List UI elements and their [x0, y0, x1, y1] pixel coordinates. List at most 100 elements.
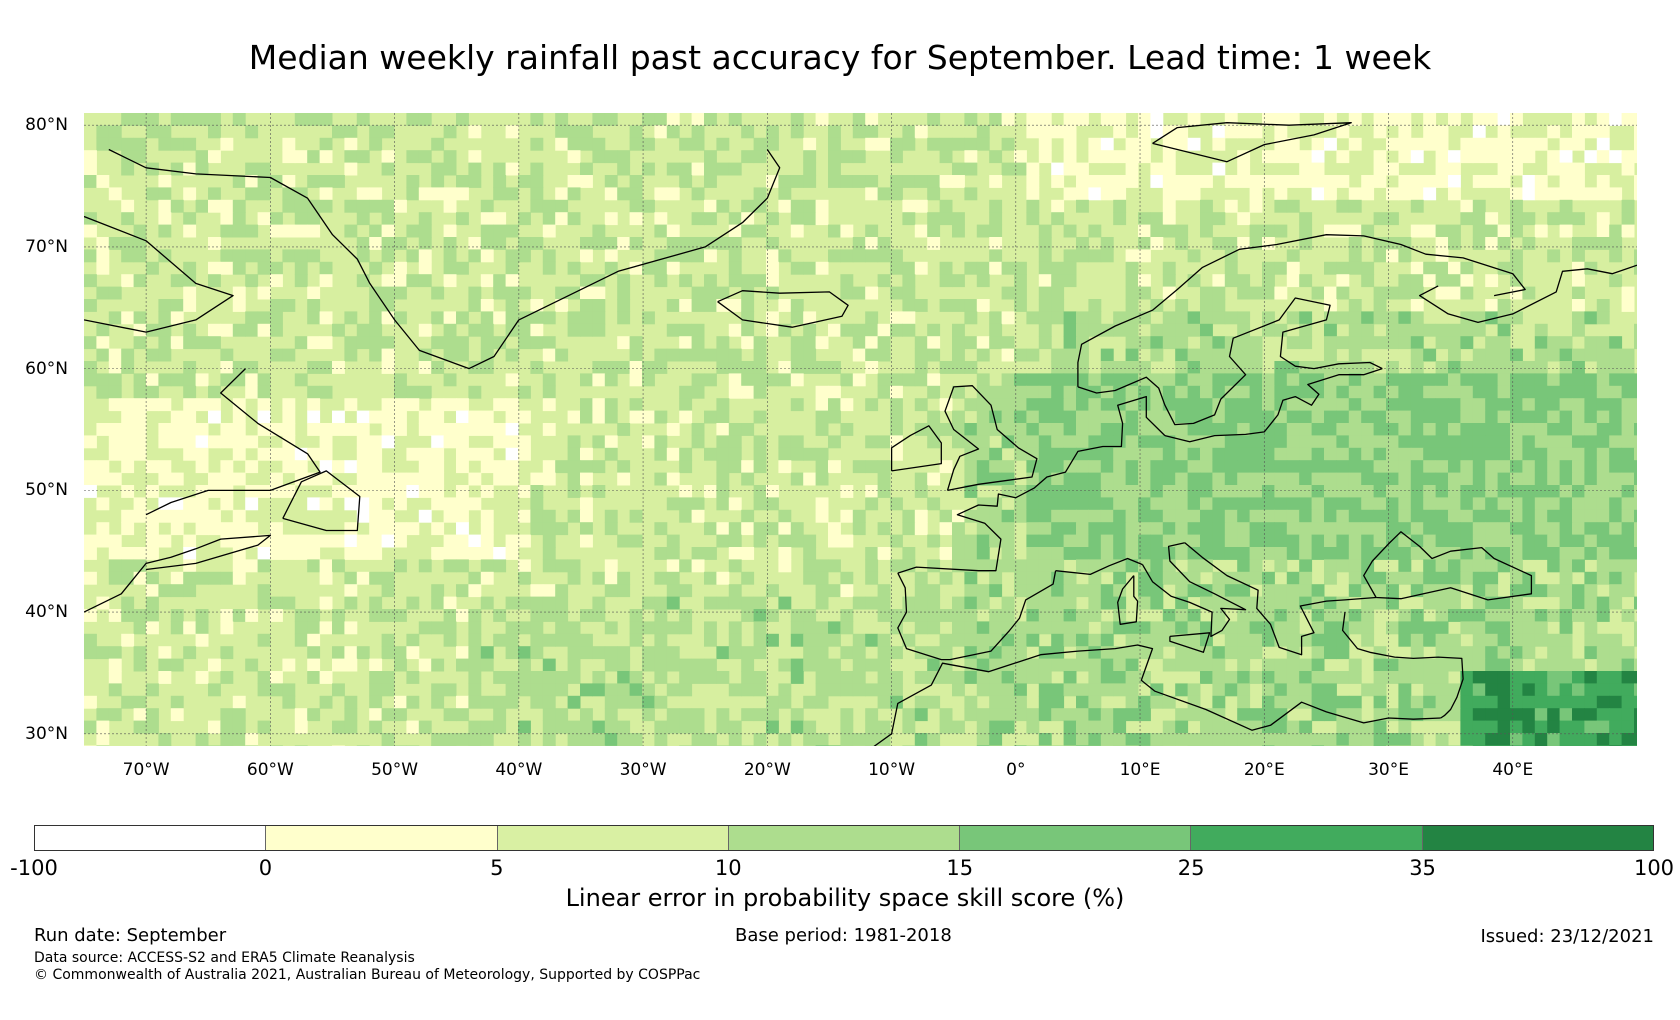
skill-cell — [344, 311, 358, 325]
skill-cell — [456, 708, 469, 722]
skill-cell — [208, 435, 221, 449]
skill-cell — [1150, 695, 1164, 709]
skill-cell — [1299, 385, 1313, 399]
skill-cell — [1460, 472, 1474, 486]
skill-cell — [753, 385, 767, 399]
skill-cell — [208, 323, 221, 337]
skill-cell — [1100, 584, 1114, 598]
skill-cell — [1125, 385, 1139, 399]
iberia-coast — [897, 570, 1057, 661]
skill-cell — [1336, 596, 1350, 610]
skill-cell — [394, 534, 407, 548]
skill-cell — [1572, 435, 1585, 449]
skill-cell — [1138, 398, 1151, 412]
skill-cell — [431, 410, 445, 424]
skill-cell — [1361, 609, 1375, 622]
skill-cell — [1373, 497, 1387, 511]
skill-cell — [1051, 348, 1065, 362]
skill-cell — [728, 435, 742, 449]
skill-cell — [1336, 175, 1350, 188]
skill-cell — [691, 547, 705, 560]
skill-cell — [815, 199, 829, 213]
skill-cell — [456, 547, 469, 560]
skill-cell — [1534, 447, 1548, 461]
skill-cell — [1448, 571, 1461, 585]
skill-cell — [1410, 137, 1424, 151]
skill-cell — [1510, 423, 1523, 436]
skill-cell — [1200, 410, 1213, 424]
skill-cell — [158, 584, 172, 598]
skill-cell — [567, 559, 581, 573]
skill-cell — [1076, 199, 1089, 213]
skill-cell — [493, 286, 507, 300]
skill-cell — [518, 286, 531, 300]
skill-cell — [96, 733, 110, 746]
skill-cell — [604, 646, 618, 660]
skill-cell — [394, 199, 407, 213]
skill-cell — [1038, 373, 1052, 387]
skill-cell — [1609, 447, 1623, 461]
skill-cell — [1150, 646, 1164, 660]
skill-cell — [1324, 609, 1337, 622]
skill-cell — [1522, 212, 1536, 226]
skill-cell — [592, 596, 606, 610]
skill-cell — [976, 137, 990, 151]
skill-cell — [1014, 348, 1027, 362]
skill-cell — [1472, 633, 1486, 647]
skill-cell — [1559, 175, 1573, 188]
skill-cell — [1460, 261, 1474, 275]
skill-cell — [1063, 361, 1077, 374]
skill-cell — [1485, 435, 1499, 449]
skill-cell — [1386, 187, 1399, 201]
skill-cell — [307, 633, 321, 647]
skill-cell — [1497, 559, 1511, 573]
skill-cell — [580, 633, 593, 647]
skill-cell — [1621, 373, 1635, 387]
skill-cell — [753, 274, 767, 288]
skill-cell — [195, 199, 209, 213]
skill-cell — [1460, 522, 1474, 536]
skill-cell — [1237, 447, 1251, 461]
skill-cell — [654, 658, 668, 672]
skill-cell — [1324, 559, 1337, 573]
skill-cell — [1286, 547, 1300, 560]
skill-cell — [505, 621, 519, 635]
skill-cell — [356, 249, 370, 263]
skill-cell — [381, 733, 395, 746]
skill-cell — [406, 224, 420, 238]
skill-cell — [989, 224, 1003, 238]
skill-cell — [1559, 547, 1573, 560]
skill-cell — [1398, 720, 1412, 734]
skill-cell — [381, 683, 395, 697]
skill-cell — [815, 212, 829, 226]
skill-cell — [394, 261, 407, 275]
skill-cell — [1125, 472, 1139, 486]
skill-cell — [257, 249, 271, 263]
skill-cell — [133, 497, 147, 511]
skill-cell — [580, 509, 593, 523]
skill-cell — [505, 398, 519, 412]
colorbar-segment — [727, 826, 960, 850]
skill-cell — [840, 671, 854, 684]
skill-cell — [1187, 621, 1201, 635]
skill-cell — [964, 113, 978, 126]
skill-cell — [1311, 609, 1325, 622]
skill-cell — [914, 373, 928, 387]
skill-cell — [976, 534, 990, 548]
skill-cell — [1224, 261, 1238, 275]
skill-cell — [1088, 671, 1102, 684]
skill-cell — [1088, 175, 1102, 188]
skill-cell — [443, 708, 457, 722]
skill-cell — [1100, 175, 1114, 188]
skill-cell — [1026, 398, 1040, 412]
skill-cell — [282, 596, 296, 610]
skill-cell — [1348, 522, 1362, 536]
skill-cell — [1063, 609, 1077, 622]
skill-cell — [1076, 373, 1089, 387]
skill-cell — [146, 584, 159, 598]
skill-cell — [1497, 373, 1511, 387]
skill-cell — [319, 423, 333, 436]
skill-cell — [257, 584, 271, 598]
skill-cell — [319, 571, 333, 585]
skill-cell — [1584, 571, 1598, 585]
